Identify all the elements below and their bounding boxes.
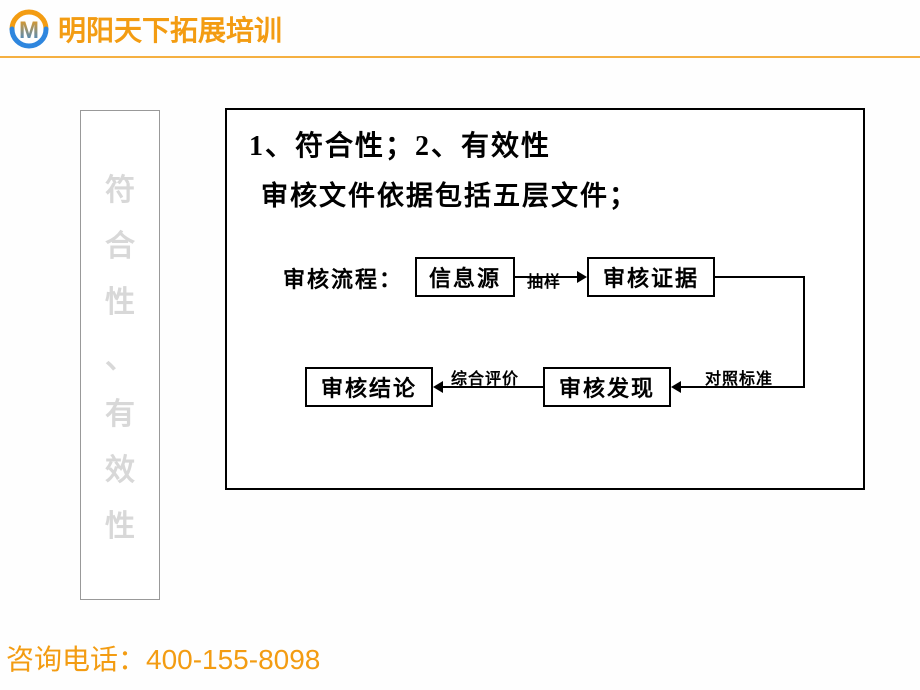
node-finding: 审核发现 <box>543 367 671 407</box>
footer-phone: 咨询电话：400-155-8098 <box>6 638 320 678</box>
sidebar-char: 效 <box>105 445 135 489</box>
sidebar-title-box: 符 合 性 、 有 效 性 <box>80 110 160 600</box>
main-panel: 1、符合性；2、有效性 审核文件依据包括五层文件； 审核流程： 信息源 审核证据… <box>225 108 865 490</box>
edge-label-evaluate: 综合评价 <box>451 365 519 389</box>
sidebar-char: 有 <box>105 389 135 433</box>
edge-line <box>803 276 805 388</box>
svg-text:M: M <box>19 17 39 44</box>
panel-heading-1: 1、符合性；2、有效性 <box>249 124 551 164</box>
node-conclude: 审核结论 <box>305 367 433 407</box>
arrow-head-icon <box>671 381 681 393</box>
edge-label-compare: 对照标准 <box>705 365 773 389</box>
header-title: 明阳天下拓展培训 <box>58 9 282 49</box>
header-rule <box>0 56 920 58</box>
sidebar-char: 合 <box>105 221 135 265</box>
edge-line <box>715 276 805 278</box>
sidebar-char: 性 <box>105 277 135 321</box>
node-source: 信息源 <box>415 257 515 297</box>
flow-prefix-label: 审核流程： <box>283 262 403 294</box>
arrow-head-icon <box>433 381 443 393</box>
sidebar-char: 符 <box>105 165 135 209</box>
logo-icon: M <box>8 8 50 50</box>
header: M 明阳天下拓展培训 <box>8 8 282 50</box>
arrow-head-icon <box>577 271 587 283</box>
node-evidence: 审核证据 <box>587 257 715 297</box>
edge-label-sampling: 抽样 <box>527 268 561 292</box>
panel-heading-2: 审核文件依据包括五层文件； <box>261 174 638 213</box>
sidebar-char: 、 <box>105 333 135 377</box>
sidebar-char: 性 <box>105 501 135 545</box>
